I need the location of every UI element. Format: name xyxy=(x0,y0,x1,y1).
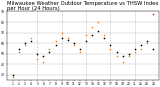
Point xyxy=(152,48,155,49)
Point xyxy=(73,43,75,44)
Point xyxy=(79,51,81,52)
Point xyxy=(134,51,136,52)
Point xyxy=(91,27,93,28)
Point xyxy=(146,43,148,44)
Point xyxy=(134,48,136,49)
Point xyxy=(121,62,124,63)
Point xyxy=(60,37,63,39)
Point xyxy=(42,62,45,63)
Point xyxy=(140,45,142,46)
Point xyxy=(42,55,45,57)
Point xyxy=(97,30,100,31)
Point xyxy=(103,37,106,39)
Point xyxy=(60,32,63,33)
Point xyxy=(73,45,75,46)
Point xyxy=(24,43,26,44)
Point xyxy=(115,51,118,52)
Point xyxy=(30,37,32,39)
Point xyxy=(12,76,14,78)
Point xyxy=(18,51,20,52)
Point xyxy=(91,34,93,35)
Point xyxy=(109,45,112,46)
Point xyxy=(36,58,39,60)
Point xyxy=(128,55,130,57)
Point xyxy=(128,53,130,54)
Point xyxy=(103,34,106,35)
Point xyxy=(12,74,14,76)
Point xyxy=(115,55,118,57)
Point xyxy=(54,40,57,42)
Point xyxy=(146,40,148,42)
Point xyxy=(36,53,39,54)
Point xyxy=(85,40,87,42)
Point xyxy=(152,13,155,14)
Point xyxy=(85,34,87,35)
Point xyxy=(79,48,81,49)
Text: Milwaukee Weather Outdoor Temperature vs THSW Index per Hour (24 Hours): Milwaukee Weather Outdoor Temperature vs… xyxy=(7,1,158,11)
Point xyxy=(24,45,26,46)
Point xyxy=(67,39,69,41)
Point xyxy=(30,40,32,42)
Point xyxy=(54,45,57,46)
Point xyxy=(97,21,100,23)
Point xyxy=(18,48,20,49)
Point xyxy=(121,55,124,57)
Point xyxy=(48,51,51,52)
Point xyxy=(67,37,69,39)
Point xyxy=(140,48,142,49)
Point xyxy=(109,48,112,49)
Point xyxy=(48,48,51,49)
